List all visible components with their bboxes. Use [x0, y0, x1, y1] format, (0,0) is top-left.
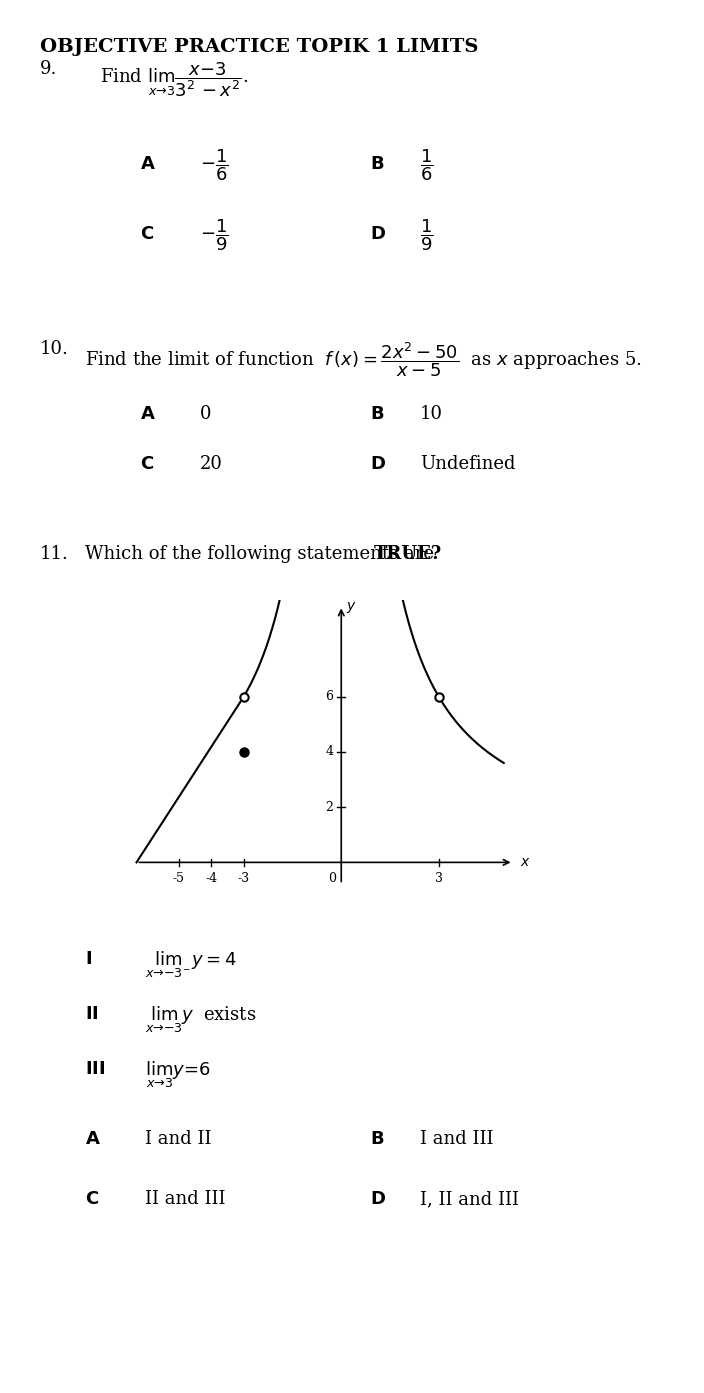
Text: -4: -4: [205, 872, 218, 885]
Text: I and II: I and II: [145, 1130, 211, 1148]
Text: $\mathbf{B}$: $\mathbf{B}$: [370, 1130, 384, 1148]
Text: 4: 4: [325, 745, 333, 758]
Text: $\mathbf{I}$: $\mathbf{I}$: [85, 950, 92, 968]
Text: -5: -5: [172, 872, 184, 885]
Text: $x$: $x$: [520, 855, 531, 869]
Text: $\lim_{x\to -3^-} y=4$: $\lim_{x\to -3^-} y=4$: [145, 950, 237, 981]
Text: $\mathbf{B}$: $\mathbf{B}$: [370, 155, 384, 173]
Text: 0: 0: [200, 405, 211, 423]
Text: $\mathbf{D}$: $\mathbf{D}$: [370, 456, 386, 474]
Text: $\mathbf{D}$: $\mathbf{D}$: [370, 1190, 386, 1208]
Text: 10: 10: [420, 405, 443, 423]
Text: $\mathbf{C}$: $\mathbf{C}$: [85, 1190, 99, 1208]
Text: $\mathbf{C}$: $\mathbf{C}$: [140, 226, 154, 242]
Text: $\mathbf{C}$: $\mathbf{C}$: [140, 456, 154, 474]
Text: Which of the following statements are: Which of the following statements are: [85, 545, 440, 563]
Text: $-\dfrac{1}{9}$: $-\dfrac{1}{9}$: [200, 217, 229, 252]
Text: $\dfrac{1}{6}$: $\dfrac{1}{6}$: [420, 148, 434, 182]
Text: 10.: 10.: [40, 340, 69, 358]
Text: $\mathbf{A}$: $\mathbf{A}$: [140, 405, 156, 423]
Text: $y$: $y$: [346, 600, 357, 614]
Text: II and III: II and III: [145, 1190, 225, 1208]
Text: $-\dfrac{1}{6}$: $-\dfrac{1}{6}$: [200, 148, 229, 182]
Text: $\mathbf{III}$: $\mathbf{III}$: [85, 1060, 106, 1078]
Text: TRUE?: TRUE?: [374, 545, 442, 563]
Text: Undefined: Undefined: [420, 456, 515, 474]
Text: -3: -3: [238, 872, 250, 885]
Text: $\mathbf{II}$: $\mathbf{II}$: [85, 1004, 99, 1022]
Text: 20: 20: [200, 456, 223, 474]
Text: $\lim_{x\to -3} y\;$ exists: $\lim_{x\to -3} y\;$ exists: [145, 1004, 256, 1035]
Text: I, II and III: I, II and III: [420, 1190, 519, 1208]
Text: $\lim_{x\to 3} y=6$: $\lim_{x\to 3} y=6$: [145, 1060, 210, 1091]
Text: 6: 6: [325, 690, 333, 703]
Text: $\mathbf{A}$: $\mathbf{A}$: [140, 155, 156, 173]
Text: 9.: 9.: [40, 60, 57, 78]
Text: $\mathbf{D}$: $\mathbf{D}$: [370, 226, 386, 242]
Text: $\mathbf{B}$: $\mathbf{B}$: [370, 405, 384, 423]
Text: I and III: I and III: [420, 1130, 494, 1148]
Text: 2: 2: [325, 801, 333, 814]
Text: Find the limit of function  $f\,(x)=\dfrac{2x^2-50}{x-5}$  as $x$ approaches 5.: Find the limit of function $f\,(x)=\dfra…: [85, 340, 641, 379]
Text: 3: 3: [435, 872, 443, 885]
Text: OBJECTIVE PRACTICE TOPIK 1 LIMITS: OBJECTIVE PRACTICE TOPIK 1 LIMITS: [40, 38, 479, 56]
Text: Find $\lim_{x\to 3}\dfrac{x-3}{3^2-x^2}$.: Find $\lim_{x\to 3}\dfrac{x-3}{3^2-x^2}$…: [100, 60, 248, 99]
Text: 0: 0: [328, 872, 337, 885]
Text: $\mathbf{A}$: $\mathbf{A}$: [85, 1130, 101, 1148]
Text: 11.: 11.: [40, 545, 69, 563]
Text: $\dfrac{1}{9}$: $\dfrac{1}{9}$: [420, 217, 434, 252]
